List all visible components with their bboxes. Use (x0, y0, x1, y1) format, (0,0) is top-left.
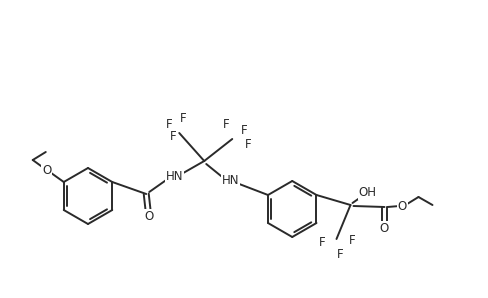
Text: OH: OH (358, 187, 376, 199)
Text: O: O (379, 221, 388, 235)
Text: F: F (223, 119, 229, 131)
Text: F: F (348, 235, 355, 248)
Text: O: O (144, 209, 154, 223)
Text: O: O (42, 164, 51, 176)
Text: F: F (319, 237, 325, 249)
Text: F: F (180, 113, 186, 125)
Text: HN: HN (221, 175, 239, 187)
Text: F: F (244, 139, 251, 151)
Text: F: F (241, 125, 247, 137)
Text: HN: HN (165, 170, 183, 182)
Text: F: F (170, 131, 176, 144)
Text: F: F (337, 249, 343, 262)
Text: F: F (165, 119, 172, 131)
Text: O: O (397, 199, 407, 212)
